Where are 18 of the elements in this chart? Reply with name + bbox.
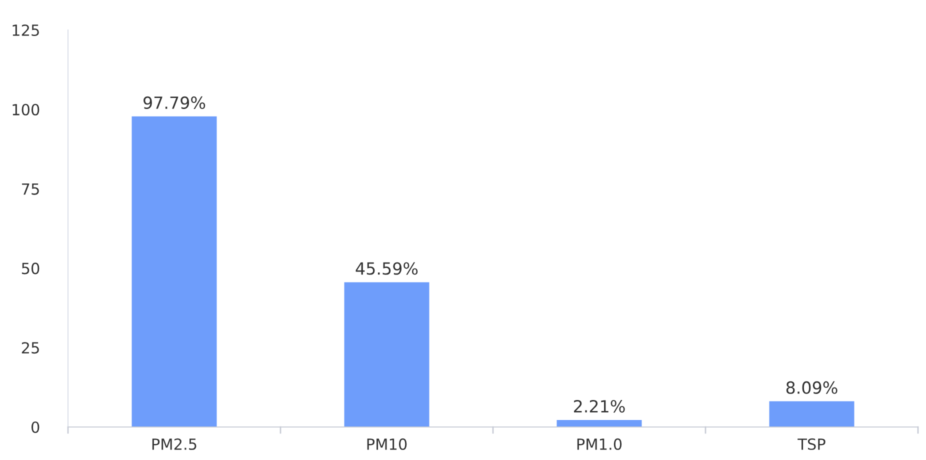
data-label: 8.09%	[786, 381, 838, 394]
bar	[344, 282, 430, 427]
data-label: 45.59%	[356, 262, 418, 275]
data-label: 2.21%	[574, 400, 625, 413]
y-tick-label: 25	[22, 342, 39, 354]
y-tick-label: 100	[12, 104, 40, 116]
x-tick-label: PM10	[367, 438, 407, 450]
data-label: 97.79%	[144, 96, 206, 110]
bar	[556, 420, 642, 427]
x-tick-label: PM1.0	[577, 438, 622, 450]
y-tick-label: 125	[12, 24, 39, 36]
x-tick-label: PM2.5	[152, 438, 196, 450]
x-tick-label: TSP	[798, 438, 826, 450]
y-tick-label: 0	[32, 421, 40, 434]
y-tick-label: 50	[22, 262, 40, 274]
y-tick-label: 75	[22, 183, 39, 195]
bar	[132, 116, 217, 427]
bar	[769, 401, 854, 427]
